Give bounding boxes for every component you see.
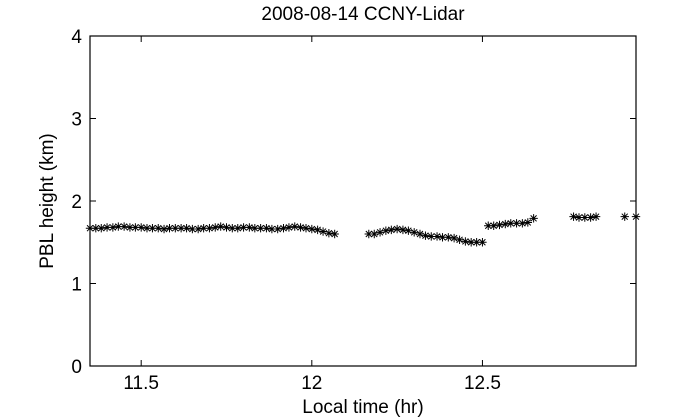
data-point — [165, 224, 174, 233]
data-point — [432, 232, 442, 241]
data-point — [415, 229, 425, 239]
data-point — [449, 233, 459, 243]
data-point — [188, 224, 197, 234]
y-tick-label: 4 — [71, 27, 82, 48]
data-point — [574, 213, 584, 222]
data-point — [318, 227, 328, 236]
data-point — [267, 224, 277, 234]
data-point — [506, 219, 515, 228]
x-tick-label: 12 — [301, 373, 322, 394]
data-point — [427, 232, 436, 241]
data-point — [176, 224, 186, 233]
data-point — [154, 224, 163, 233]
data-point — [518, 219, 527, 228]
data-point — [262, 224, 271, 233]
data-point — [216, 222, 225, 231]
data-point — [472, 238, 481, 247]
data-point — [284, 223, 294, 232]
data-point — [392, 224, 402, 234]
data-point — [438, 233, 447, 242]
data-point — [245, 223, 254, 232]
data-point — [114, 222, 123, 231]
data-point — [91, 224, 101, 233]
data-point — [375, 228, 385, 237]
data-point — [620, 212, 629, 221]
data-point — [569, 212, 578, 221]
data-point — [444, 233, 453, 242]
data-point — [85, 224, 95, 233]
data-point — [108, 223, 118, 232]
data-point — [182, 224, 191, 233]
data-point — [250, 224, 260, 233]
data-point — [296, 223, 305, 232]
data-point — [478, 238, 487, 247]
data-point — [512, 219, 521, 228]
data-point — [136, 223, 146, 232]
data-point — [233, 224, 242, 233]
data-point — [171, 224, 180, 233]
x-tick-label: 11.5 — [123, 373, 159, 394]
data-point — [586, 213, 595, 222]
data-point — [193, 224, 203, 234]
y-tick-label: 2 — [71, 192, 82, 213]
data-point — [222, 223, 231, 232]
data-point — [381, 226, 391, 235]
data-point — [142, 224, 152, 233]
data-point — [591, 212, 601, 221]
data-point — [125, 223, 135, 232]
data-point — [461, 237, 470, 246]
data-point — [102, 223, 112, 232]
data-point — [580, 213, 590, 222]
data-point — [199, 224, 208, 233]
data-point — [387, 225, 396, 235]
data-point — [239, 223, 248, 232]
data-point — [301, 224, 311, 233]
data-point — [273, 224, 282, 234]
data-point — [421, 231, 430, 240]
data-point — [489, 221, 498, 230]
data-point — [324, 228, 334, 238]
data-point — [313, 225, 322, 235]
data-point — [148, 224, 157, 233]
data-point — [307, 224, 317, 234]
data-point — [228, 224, 237, 233]
data-point — [370, 229, 379, 239]
data-point — [523, 218, 533, 227]
y-axis-label: PBL height (km) — [37, 133, 58, 269]
data-point — [409, 228, 419, 237]
x-tick-label: 12.5 — [464, 373, 501, 394]
data-point — [159, 224, 169, 234]
data-point — [211, 223, 220, 232]
data-point — [495, 220, 504, 230]
data-point — [398, 225, 408, 235]
data-point — [484, 221, 493, 230]
data-point — [119, 222, 129, 231]
y-tick-label: 3 — [71, 110, 82, 131]
data-point — [205, 224, 214, 233]
y-tick-label: 1 — [71, 275, 82, 296]
data-point — [279, 224, 288, 233]
data-point — [404, 226, 413, 235]
data-point — [529, 214, 538, 223]
data-point — [290, 222, 299, 231]
y-tick-label: 0 — [71, 357, 82, 378]
chart-title: 2008-08-14 CCNY-Lidar — [261, 4, 465, 25]
data-point — [501, 219, 510, 229]
data-point — [97, 224, 106, 233]
x-axis-label: Local time (hr) — [302, 397, 423, 418]
data-point — [466, 238, 476, 247]
data-point — [256, 224, 265, 233]
data-point — [631, 212, 641, 221]
data-point — [131, 223, 140, 232]
data-point — [364, 229, 374, 239]
data-point — [455, 235, 464, 244]
data-point — [330, 229, 339, 239]
